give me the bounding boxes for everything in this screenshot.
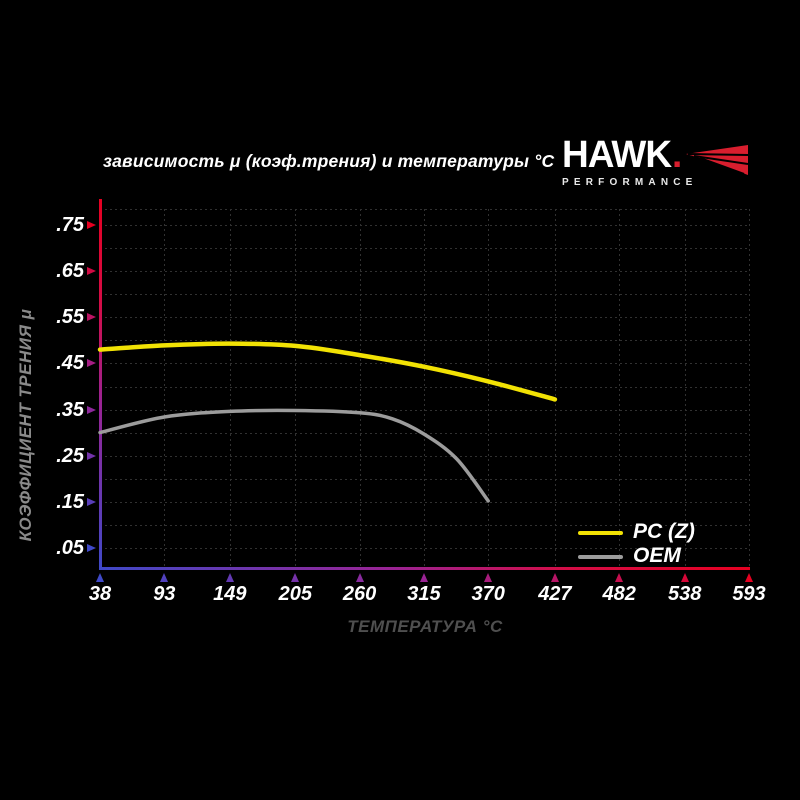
y-tick-label: .25 <box>56 444 84 467</box>
x-tick-arrow-icon <box>484 573 493 582</box>
y-tick-label: .05 <box>56 537 84 559</box>
y-tick-label: .75 <box>56 214 84 236</box>
hawk-logo-wordmark: HAWK <box>562 133 672 176</box>
x-axis-line <box>99 567 750 570</box>
x-tick-arrow-icon <box>550 573 559 582</box>
x-tick-arrow-icon <box>615 573 624 582</box>
x-tick-label: 370 <box>471 583 505 605</box>
x-tick-arrow-icon <box>680 573 689 582</box>
y-tick-label: .45 <box>56 352 84 375</box>
x-tick-arrow-icon <box>96 573 104 582</box>
x-tick-label: 93 <box>153 583 176 605</box>
gridline-v <box>164 209 166 568</box>
legend-label-oem: OEM <box>633 544 681 567</box>
y-axis-title: КОЭФФИЦИЕНТ ТРЕНИЯ μ <box>16 308 35 542</box>
y-tick-arrow-icon <box>87 313 96 322</box>
y-tick-arrow-icon <box>87 497 96 506</box>
x-tick-arrow-icon <box>225 573 234 582</box>
y-tick-label: .15 <box>56 490 84 513</box>
chart-title: зависимость μ (коэф.трения) и температур… <box>103 151 555 171</box>
y-tick-label: .55 <box>56 306 84 329</box>
x-tick-label: 205 <box>278 583 312 605</box>
gridline-v <box>684 209 686 568</box>
hawk-logo-row: HAWK . <box>562 133 767 176</box>
y-tick-arrow-icon <box>87 221 96 229</box>
legend-line-pc-z <box>578 531 623 535</box>
gridline-v <box>749 209 750 568</box>
hawk-wing-icon <box>686 145 749 175</box>
x-axis-title: ТЕМПЕРАТУРА °C <box>347 617 503 636</box>
gridline-v <box>423 209 425 568</box>
hawk-logo-trademark-dot: . <box>672 134 683 175</box>
y-tick-arrow-icon <box>87 451 96 460</box>
hawk-logo-performance-text: PERFORMANCE <box>562 177 698 188</box>
y-tick-label: .65 <box>56 260 84 283</box>
curve-pc-z- <box>97 341 558 402</box>
x-tick-label: 149 <box>213 583 247 605</box>
x-tick-arrow-icon <box>745 573 753 582</box>
y-tick-arrow-icon <box>87 405 96 414</box>
x-tick-label: 260 <box>342 583 377 605</box>
legend-label-pc-z: PC (Z) <box>633 520 695 543</box>
gridline-v <box>295 209 297 568</box>
x-tick-arrow-icon <box>355 573 364 582</box>
x-tick-arrow-icon <box>160 573 169 582</box>
gridline-v <box>359 209 361 568</box>
legend-line-oem <box>578 555 623 559</box>
x-tick-arrow-icon <box>419 573 428 582</box>
x-tick-label: 593 <box>732 583 766 605</box>
y-tick-arrow-icon <box>87 267 96 276</box>
x-tick-arrow-icon <box>291 573 300 582</box>
gridline-v <box>619 209 621 568</box>
x-tick-label: 482 <box>602 583 636 605</box>
y-tick-arrow-icon <box>87 359 96 368</box>
y-tick-arrow-icon <box>87 544 96 552</box>
gridline-v <box>229 209 231 568</box>
gridline-v <box>554 209 556 568</box>
x-tick-label: 315 <box>407 583 441 605</box>
gridline-v <box>488 209 490 568</box>
y-axis-line <box>99 199 102 570</box>
y-tick-label: .35 <box>56 398 84 421</box>
x-tick-label: 38 <box>88 583 112 605</box>
x-tick-label: 538 <box>667 583 702 605</box>
hawk-logo: HAWK . PERFORMANCE <box>562 133 767 198</box>
x-tick-label: 427 <box>538 583 572 605</box>
